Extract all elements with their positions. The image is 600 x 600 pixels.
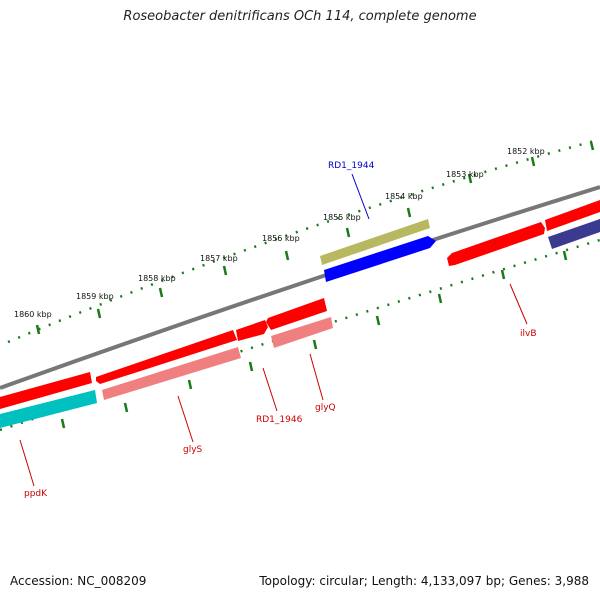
gene-ilvb[interactable]	[447, 222, 545, 266]
gene-glys[interactable]	[102, 347, 241, 400]
kbp-label-1859: 1859 kbp	[76, 292, 114, 301]
kbp-label-1854: 1854 kbp	[385, 192, 423, 201]
gene-blue[interactable]	[324, 236, 436, 282]
label-leaders	[19, 173, 528, 487]
gene-navy[interactable]	[548, 219, 600, 249]
gene-label-ppdk[interactable]: ppdK	[24, 489, 48, 499]
accession-text: Accession: NC_008209	[10, 574, 147, 588]
gene-red-rd1-1946[interactable]	[236, 320, 268, 341]
kbp-label-1853: 1853 kbp	[446, 170, 484, 179]
gene-label-ilvb[interactable]: ilvB	[520, 329, 537, 339]
topology-text: Topology: circular; Length: 4,133,097 bp…	[259, 574, 589, 588]
kbp-label-1857: 1857 kbp	[200, 254, 238, 263]
gene-red-long[interactable]	[96, 330, 237, 384]
gene-ppdk[interactable]	[0, 390, 97, 428]
kbp-label-1860: 1860 kbp	[14, 310, 52, 319]
gene-label-rd1-1944[interactable]: RD1_1944	[328, 161, 375, 171]
gene-label-glys[interactable]: glyS	[183, 445, 203, 455]
gene-red-middle[interactable]	[266, 298, 327, 330]
kbp-label-1858: 1858 kbp	[138, 274, 176, 283]
outer-scale-track	[7, 138, 599, 344]
gene-label-glyq[interactable]: glyQ	[315, 403, 336, 413]
kbp-label-1855: 1855 kbp	[323, 213, 361, 222]
kbp-label-1856: 1856 kbp	[262, 234, 300, 243]
gene-red-left[interactable]	[0, 372, 92, 409]
gene-red-right-top[interactable]	[545, 200, 600, 231]
gene-rd1-1944[interactable]	[320, 219, 430, 265]
map-title: Roseobacter denitrificans OCh 114, compl…	[123, 9, 477, 24]
major-ticks	[35, 141, 595, 429]
gene-glyq[interactable]	[271, 317, 333, 348]
kbp-label-1852: 1852 kbp	[507, 147, 545, 156]
genome-backbone	[0, 185, 600, 390]
gene-label-rd1-1946[interactable]: RD1_1946	[256, 415, 303, 425]
